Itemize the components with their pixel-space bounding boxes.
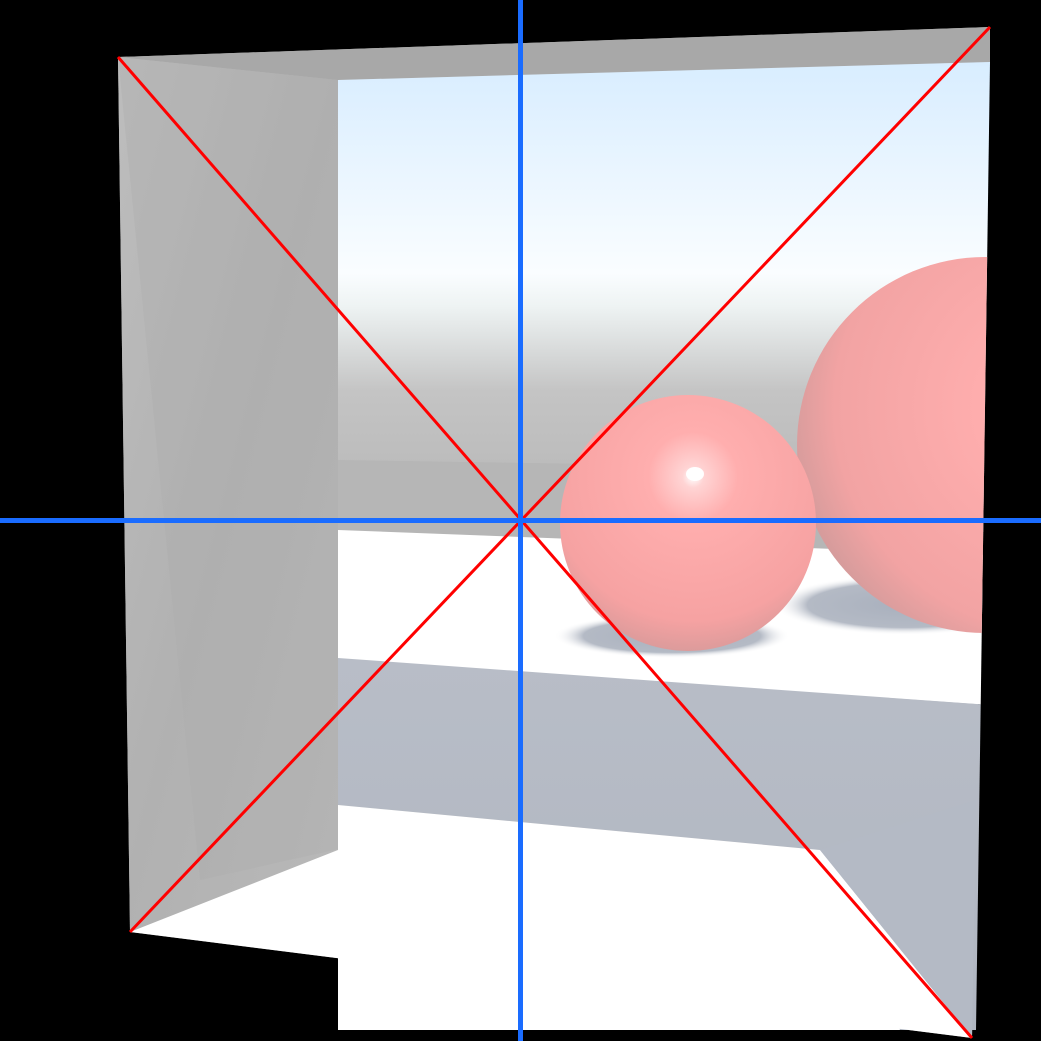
small-sphere-highlight (686, 467, 704, 481)
box-left-wall (118, 57, 343, 932)
diagonal-line-2 (128, 25, 992, 934)
box-top-edge (118, 27, 990, 80)
diagonal-line-1 (116, 56, 974, 1039)
left-wall-shading (118, 57, 343, 880)
box-right-shadow (820, 800, 976, 1038)
box-floor-front (130, 848, 972, 1038)
